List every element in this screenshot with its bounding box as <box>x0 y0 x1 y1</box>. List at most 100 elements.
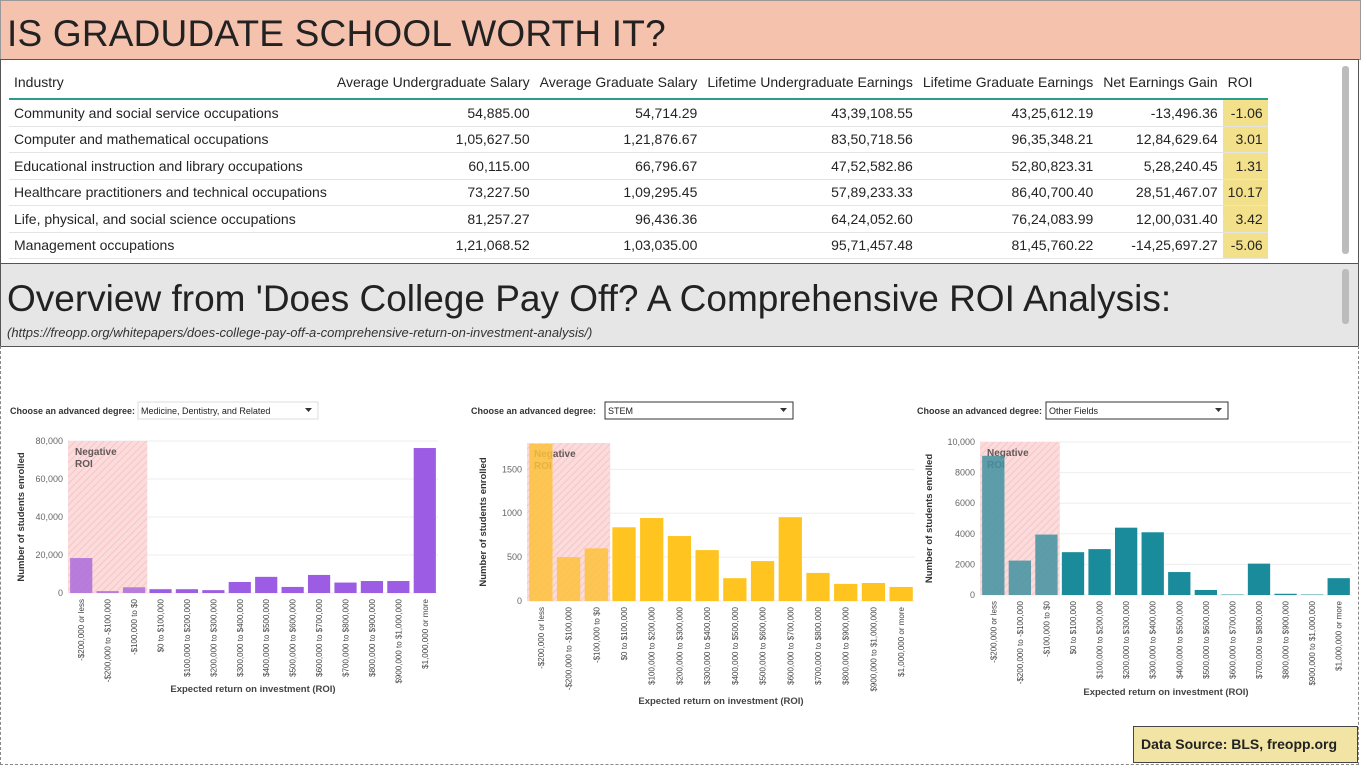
selector-label: Choose an advanced degree: <box>10 406 135 416</box>
x-tick-label: $200,000 to $300,000 <box>1122 600 1131 678</box>
x-tick-label: -$100,000 to $0 <box>592 606 601 663</box>
table-cell: 66,796.67 <box>534 152 703 180</box>
table-row: Life, physical, and social science occup… <box>9 205 1268 233</box>
x-tick-label: -$200,000 to -$100,000 <box>1016 600 1025 684</box>
overview-title: Overview from 'Does College Pay Off? A C… <box>7 278 1172 319</box>
y-tick-label: 500 <box>507 552 522 562</box>
table-cell: -13,496.36 <box>1098 99 1223 127</box>
table-cell: -14,25,697.27 <box>1098 232 1223 259</box>
table-cell: 73,227.50 <box>331 179 535 206</box>
column-header[interactable]: Industry <box>9 66 332 100</box>
x-tick-label: $700,000 to $800,000 <box>342 598 351 676</box>
y-axis-title: Number of students enrolled <box>478 457 489 587</box>
x-tick-label: $0 to $100,000 <box>1069 600 1078 654</box>
table-cell: Healthcare practitioners and technical o… <box>9 179 332 206</box>
table-cell: Computer and mathematical occupations <box>9 126 332 153</box>
scrollbar[interactable] <box>1342 66 1349 254</box>
bar <box>806 572 830 601</box>
table-cell: 52,80,823.31 <box>917 152 1099 180</box>
bar <box>202 590 225 593</box>
table-row: Healthcare practitioners and technical o… <box>9 179 1268 206</box>
x-tick-label: $1,000,000 or more <box>897 606 906 676</box>
y-tick-label: 20,000 <box>35 550 63 560</box>
dropdown-caret <box>1215 408 1222 412</box>
bar <box>307 574 331 593</box>
table-cell: 12,00,031.40 <box>1098 205 1223 233</box>
bar <box>529 443 553 601</box>
x-tick-label: $400,000 to $500,000 <box>262 598 271 676</box>
x-tick-label: $500,000 to $600,000 <box>759 606 768 684</box>
table-cell: 3.01 <box>1222 126 1268 153</box>
x-tick-label: -$200,000 to -$100,000 <box>104 598 113 682</box>
x-tick-label: $400,000 to $500,000 <box>731 606 740 684</box>
table-cell: Life, physical, and social science occup… <box>9 205 332 233</box>
overview-url: (https://freopp.org/whitepapers/does-col… <box>7 325 593 340</box>
x-axis-title: Expected return on investment (ROI) <box>170 684 335 695</box>
x-tick-label: -$200,000 or less <box>77 599 86 661</box>
bar <box>96 591 119 593</box>
x-tick-label: $600,000 to $700,000 <box>315 598 324 676</box>
table-row: Computer and mathematical occupations 1,0… <box>9 126 1268 153</box>
table-cell: 1,03,035.00 <box>534 232 703 259</box>
x-tick-label: $800,000 to $900,000 <box>842 606 851 684</box>
table-cell: 1.31 <box>1222 152 1268 180</box>
column-header[interactable]: Lifetime Graduate Earnings <box>917 66 1099 100</box>
table-cell: 83,50,718.56 <box>702 126 918 153</box>
negative-overlay <box>980 442 1060 595</box>
y-tick-label: 10,000 <box>947 437 975 447</box>
y-tick-label: 8000 <box>955 468 975 478</box>
table-cell: 95,71,457.48 <box>702 232 918 259</box>
bar <box>1274 593 1297 595</box>
bar <box>556 557 581 601</box>
header-row: Industry Average Undergraduate Salary Aver… <box>9 66 1268 100</box>
y-tick-label: 60,000 <box>35 474 63 484</box>
column-header[interactable]: Lifetime Undergraduate Earnings <box>702 66 918 100</box>
x-tick-label: $700,000 to $800,000 <box>1255 600 1264 678</box>
table-cell: 47,52,582.86 <box>702 152 918 180</box>
x-tick-label: $800,000 to $900,000 <box>368 598 377 676</box>
table-cell: 81,257.27 <box>331 205 535 233</box>
bar <box>982 455 1005 595</box>
dropdown[interactable] <box>137 401 319 420</box>
column-header[interactable]: ROI <box>1222 66 1268 100</box>
bar <box>584 548 608 601</box>
bar <box>1114 527 1138 595</box>
y-tick-label: 4000 <box>955 529 975 539</box>
scrollbar[interactable] <box>1342 269 1349 324</box>
bar <box>149 589 172 593</box>
bar <box>1327 578 1350 595</box>
y-tick-label: 6000 <box>955 498 975 508</box>
column-header[interactable]: Average Undergraduate Salary <box>331 66 535 100</box>
x-tick-label: $900,000 to $1,000,000 <box>869 606 878 691</box>
x-axis-title: Expected return on investment (ROI) <box>1083 687 1248 698</box>
y-tick-label: 1500 <box>502 464 522 474</box>
bar <box>255 576 278 593</box>
y-axis-title: Number of students enrolled <box>16 452 27 582</box>
bar <box>387 581 410 593</box>
x-tick-label: $400,000 to $500,000 <box>1175 600 1184 678</box>
bar <box>334 582 357 593</box>
y-tick-label: 0 <box>58 588 63 598</box>
column-header[interactable]: Net Earnings Gain <box>1098 66 1223 100</box>
table-cell: 57,89,233.33 <box>702 179 918 206</box>
x-tick-label: $300,000 to $400,000 <box>236 598 245 676</box>
table-cell: 1,05,627.50 <box>331 126 535 153</box>
column-header[interactable]: Average Graduate Salary <box>534 66 703 100</box>
dropdown[interactable] <box>604 401 794 420</box>
bar <box>122 587 146 593</box>
table-cell: 76,24,083.99 <box>917 205 1099 233</box>
table-cell: 54,885.00 <box>331 99 535 127</box>
x-tick-label: $500,000 to $600,000 <box>1202 600 1211 678</box>
x-tick-label: $500,000 to $600,000 <box>289 598 298 676</box>
dropdown[interactable] <box>1045 401 1229 420</box>
table-cell: Management occupations <box>9 232 332 259</box>
x-tick-label: $700,000 to $800,000 <box>814 606 823 684</box>
header: IS GRADUDATE SCHOOL WORTH IT? <box>0 0 1361 60</box>
table-visual: Industry Average Undergraduate Salary Aver… <box>0 59 1359 264</box>
table-cell: 64,24,052.60 <box>702 205 918 233</box>
bar <box>281 586 304 593</box>
bar <box>834 583 858 601</box>
bar <box>889 586 913 601</box>
y-tick-label: 0 <box>970 590 975 600</box>
